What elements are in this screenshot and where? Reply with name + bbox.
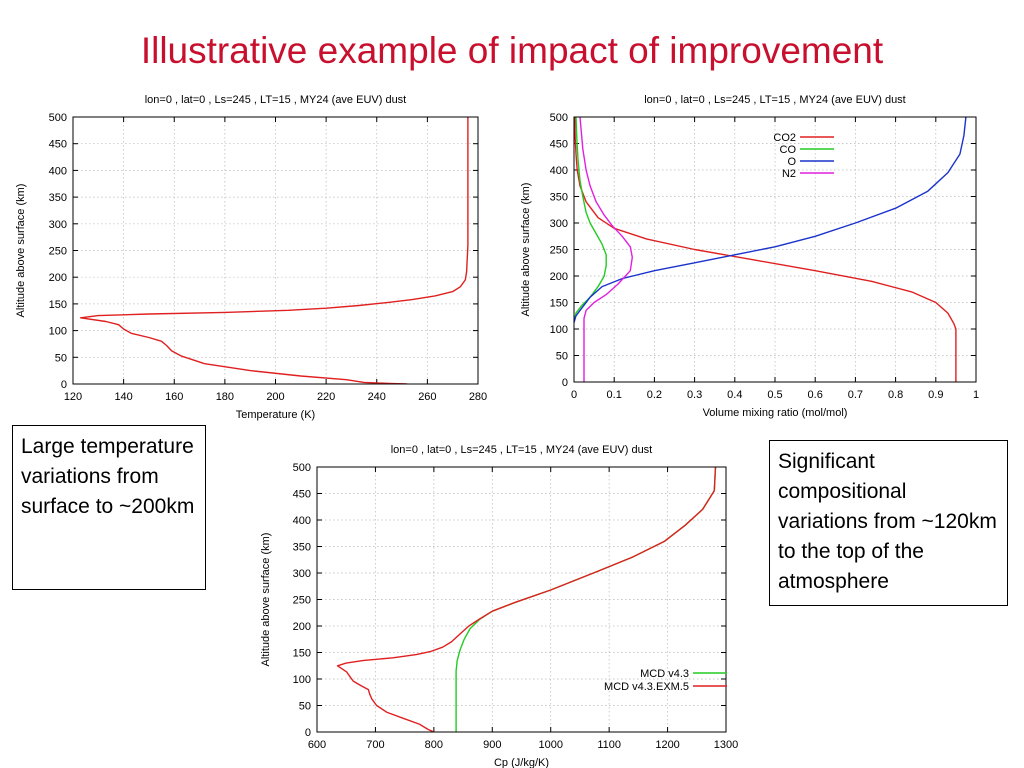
- x-tick-label: 1300: [714, 739, 738, 751]
- y-tick-label: 0: [562, 377, 568, 389]
- chart-title: lon=0 , lat=0 , Ls=245 , LT=15 , MY24 (a…: [644, 94, 906, 106]
- y-tick-label: 250: [293, 595, 311, 607]
- y-tick-label: 100: [49, 326, 67, 338]
- x-tick-label: 1000: [538, 739, 562, 751]
- series-line-o: [574, 117, 967, 323]
- y-tick-label: 400: [550, 165, 568, 177]
- series-line-0: [79, 117, 469, 384]
- x-axis-label: Temperature (K): [236, 409, 315, 421]
- y-tick-label: 50: [556, 351, 568, 363]
- y-tick-label: 300: [293, 568, 311, 580]
- x-tick-label: 200: [266, 391, 284, 403]
- y-tick-label: 350: [293, 542, 311, 554]
- x-tick-label: 0.6: [808, 389, 823, 401]
- y-tick-label: 500: [550, 112, 568, 124]
- y-tick-label: 150: [293, 648, 311, 660]
- x-tick-label: 0.4: [727, 389, 742, 401]
- x-tick-label: 180: [216, 391, 234, 403]
- cp-chart: lon=0 , lat=0 , Ls=245 , LT=15 , MY24 (a…: [260, 444, 738, 768]
- x-tick-label: 120: [64, 391, 82, 403]
- y-tick-label: 500: [49, 112, 67, 124]
- x-tick-label: 800: [425, 739, 443, 751]
- legend-label: MCD v4.3.EXM.5: [604, 681, 689, 693]
- x-tick-label: 1200: [655, 739, 679, 751]
- x-tick-label: 0.3: [687, 389, 702, 401]
- x-tick-label: 1100: [597, 739, 621, 751]
- chart-title: lon=0 , lat=0 , Ls=245 , LT=15 , MY24 (a…: [391, 444, 653, 456]
- chart-title: lon=0 , lat=0 , Ls=245 , LT=15 , MY24 (a…: [145, 94, 407, 106]
- x-tick-label: 0.1: [607, 389, 622, 401]
- x-tick-label: 0.7: [848, 389, 863, 401]
- y-tick-label: 350: [49, 192, 67, 204]
- y-tick-label: 400: [293, 515, 311, 527]
- x-tick-label: 900: [483, 739, 501, 751]
- x-axis-label: Cp (J/kg/K): [494, 757, 549, 768]
- y-tick-label: 100: [550, 324, 568, 336]
- y-tick-label: 450: [550, 139, 568, 151]
- x-tick-label: 240: [368, 391, 386, 403]
- legend-label: CO2: [773, 132, 796, 144]
- x-tick-label: 600: [308, 739, 326, 751]
- x-tick-label: 280: [469, 391, 487, 403]
- y-tick-label: 100: [293, 674, 311, 686]
- x-tick-label: 0.9: [928, 389, 943, 401]
- x-tick-label: 160: [165, 391, 183, 403]
- plot-frame: [72, 116, 479, 385]
- x-tick-label: 0: [571, 389, 577, 401]
- y-tick-label: 450: [293, 489, 311, 501]
- y-tick-label: 350: [550, 192, 568, 204]
- x-tick-label: 220: [317, 391, 335, 403]
- y-tick-label: 250: [550, 245, 568, 257]
- y-tick-label: 500: [293, 462, 311, 474]
- legend-label: MCD v4.3: [640, 668, 689, 680]
- x-tick-label: 1: [973, 389, 979, 401]
- y-tick-label: 200: [293, 621, 311, 633]
- y-tick-label: 50: [55, 352, 67, 364]
- y-tick-label: 0: [61, 379, 67, 391]
- series-line-n2: [579, 117, 634, 382]
- x-tick-label: 140: [114, 391, 132, 403]
- y-axis-label: Altitude above surface (km): [260, 533, 272, 667]
- temperature-chart: lon=0 , lat=0 , Ls=245 , LT=15 , MY24 (a…: [15, 94, 487, 421]
- legend-label: O: [787, 156, 796, 168]
- plot-frame: [316, 466, 727, 733]
- legend-label: CO: [780, 144, 797, 156]
- y-tick-label: 150: [49, 299, 67, 311]
- y-tick-label: 0: [305, 727, 311, 739]
- callout-composition: Significant compositional variations fro…: [769, 440, 1008, 606]
- x-tick-label: 260: [418, 391, 436, 403]
- series-line-mcd-v4-3-exm-5: [336, 467, 717, 732]
- plot-frame: [573, 116, 977, 383]
- y-tick-label: 400: [49, 165, 67, 177]
- x-tick-label: 0.5: [767, 389, 782, 401]
- y-axis-label: Altitude above surface (km): [520, 183, 532, 317]
- x-axis-label: Volume mixing ratio (mol/mol): [703, 407, 848, 419]
- y-tick-label: 50: [299, 701, 311, 713]
- y-tick-label: 150: [550, 298, 568, 310]
- x-tick-label: 0.8: [888, 389, 903, 401]
- y-axis-label: Altitude above surface (km): [15, 184, 27, 318]
- series-line-co2: [574, 117, 957, 382]
- callout-temperature: Large temperature variations from surfac…: [12, 425, 206, 590]
- y-tick-label: 250: [49, 246, 67, 258]
- slide-title: Illustrative example of impact of improv…: [140, 30, 884, 71]
- y-tick-label: 200: [49, 272, 67, 284]
- y-tick-label: 300: [550, 218, 568, 230]
- x-tick-label: 0.2: [647, 389, 662, 401]
- y-tick-label: 300: [49, 219, 67, 231]
- y-tick-label: 200: [550, 271, 568, 283]
- mixing-ratio-chart: lon=0 , lat=0 , Ls=245 , LT=15 , MY24 (a…: [520, 94, 979, 419]
- y-tick-label: 450: [49, 139, 67, 151]
- legend-label: N2: [782, 168, 796, 180]
- x-tick-label: 700: [366, 739, 384, 751]
